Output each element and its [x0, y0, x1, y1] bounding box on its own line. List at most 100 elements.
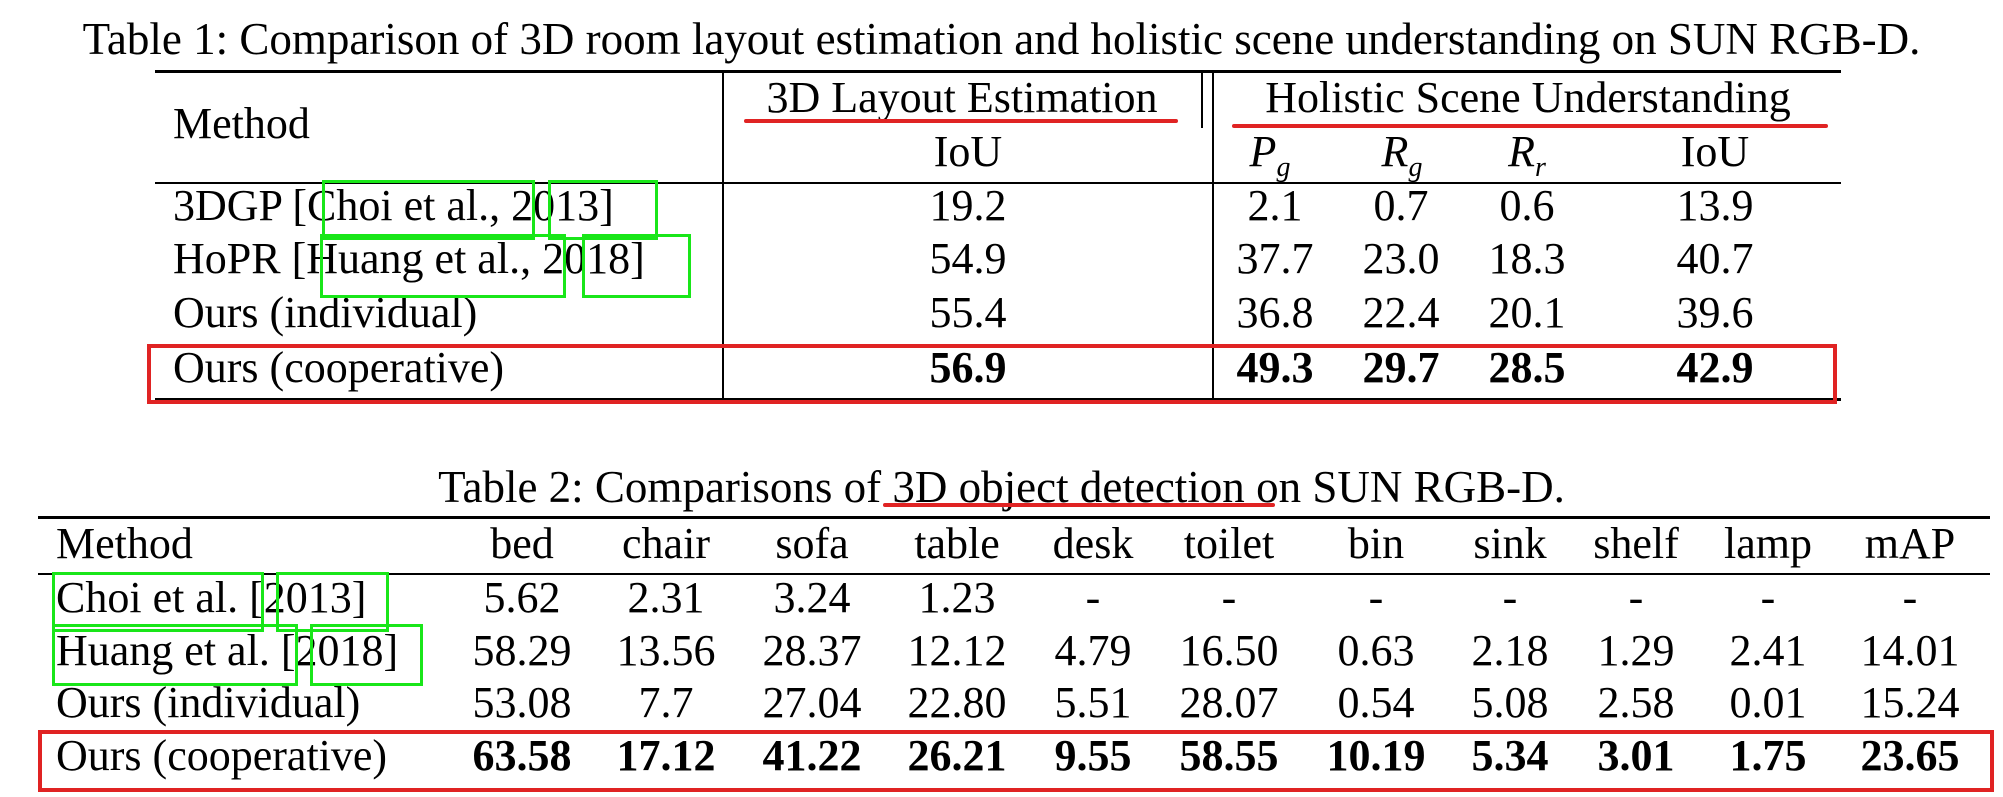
table2-cell-chair: 17.12: [616, 731, 716, 780]
table1-cell-iou-layout: 55.4: [929, 288, 1007, 337]
table1-row-method: 3DGP [Choi et al., 2013]: [173, 181, 614, 230]
table2-cell-bin: 10.19: [1326, 731, 1426, 780]
citation-link[interactable]: 2013: [511, 181, 600, 230]
citation-link[interactable]: Huang et al.: [306, 234, 521, 283]
table2-cell-toilet: -: [1221, 573, 1237, 622]
table1-cell-iou-layout: 54.9: [929, 234, 1007, 283]
table2-cell-sofa: 41.22: [762, 731, 862, 780]
table2-cell-bed: 5.62: [483, 573, 561, 622]
table2-header-bin: bin: [1347, 519, 1405, 568]
table1-cell-iou-holistic: 39.6: [1676, 288, 1754, 337]
table1-cell-rg: 0.7: [1373, 181, 1429, 230]
table1-cell-rg: 29.7: [1362, 343, 1440, 392]
table2-header-bed: bed: [490, 519, 554, 568]
table2-cell-shelf: -: [1628, 573, 1644, 622]
table1-header-method: Method: [173, 99, 310, 148]
table2-top-rule: [38, 516, 1990, 519]
table2-cell-toilet: 16.50: [1179, 626, 1279, 675]
table1-header-iou-holistic: IoU: [1680, 127, 1750, 176]
table2-cell-bed: 63.58: [472, 731, 572, 780]
table2-cell-map: 15.24: [1860, 678, 1960, 727]
table2-cell-lamp: 2.41: [1729, 626, 1807, 675]
table1-caption: Table 1: Comparison of 3D room layout es…: [82, 14, 1921, 64]
table2-header-rule: [38, 573, 1990, 575]
citation-highlight-box: [52, 624, 298, 686]
table2-cell-shelf: 1.29: [1597, 626, 1675, 675]
table2-cell-table: 22.80: [907, 678, 1007, 727]
table1-cell-pg: 2.1: [1247, 181, 1303, 230]
table1-cell-iou-holistic: 13.9: [1676, 181, 1754, 230]
table1-header-rr: Rr: [1508, 127, 1546, 183]
table2-cell-toilet: 58.55: [1179, 731, 1279, 780]
table1-cell-iou-layout: 19.2: [929, 181, 1007, 230]
table2-header-method: Method: [56, 519, 193, 568]
table1-cell-rr: 0.6: [1499, 181, 1555, 230]
table1-header-rule: [155, 182, 1841, 184]
table2-cell-bin: -: [1368, 573, 1384, 622]
table1-header-pg: Pg: [1249, 127, 1291, 183]
table1-cell-rr: 28.5: [1488, 343, 1566, 392]
best-result-highlight-box: [147, 344, 1837, 404]
table1-cell-rr: 18.3: [1488, 234, 1566, 283]
table1-cell-iou-holistic: 42.9: [1676, 343, 1754, 392]
table1-header-rg: Rg: [1381, 127, 1423, 183]
table2-header-shelf: shelf: [1593, 519, 1679, 568]
highlight-underline: [744, 119, 1178, 123]
table2-cell-sink: 5.34: [1471, 731, 1549, 780]
table1-top-rule: [155, 70, 1841, 73]
table2-cell-sink: 5.08: [1471, 678, 1549, 727]
table2-cell-sofa: 27.04: [762, 678, 862, 727]
table1-header-layout-group: 3D Layout Estimation: [766, 73, 1158, 122]
citation-highlight-box: [276, 572, 389, 632]
table2-header-table: table: [914, 519, 1000, 568]
citation-highlight-box: [52, 572, 264, 632]
table2-cell-bin: 0.54: [1337, 678, 1415, 727]
table2-header-toilet: toilet: [1183, 519, 1275, 568]
table1-cell-rr: 20.1: [1488, 288, 1566, 337]
table2-header-desk: desk: [1052, 519, 1134, 568]
table2-cell-table: 26.21: [907, 731, 1007, 780]
table2-cell-sofa: 28.37: [762, 626, 862, 675]
table1-group-divider: [1201, 72, 1203, 128]
table1-header-iou-layout: IoU: [933, 127, 1003, 176]
table2-header-chair: chair: [622, 519, 710, 568]
table2-cell-chair: 13.56: [616, 626, 716, 675]
table2-cell-shelf: 2.58: [1597, 678, 1675, 727]
table2-cell-desk: -: [1085, 573, 1101, 622]
table1-cell-rg: 23.0: [1362, 234, 1440, 283]
citation-link[interactable]: 2018: [542, 234, 631, 283]
table2-cell-toilet: 28.07: [1179, 678, 1279, 727]
table1-cell-pg: 49.3: [1236, 343, 1314, 392]
table2-cell-map: 23.65: [1860, 731, 1960, 780]
table1-col-divider-1: [722, 72, 724, 398]
table2-cell-shelf: 3.01: [1597, 731, 1675, 780]
table2-cell-desk: 9.55: [1054, 731, 1132, 780]
table2-cell-chair: 2.31: [627, 573, 705, 622]
table2-cell-table: 12.12: [907, 626, 1007, 675]
table2-header-sofa: sofa: [775, 519, 849, 568]
table2-cell-bin: 0.63: [1337, 626, 1415, 675]
citation-link[interactable]: Huang et al.: [56, 626, 270, 675]
citation-link[interactable]: Choi et al.: [307, 181, 490, 230]
table2-cell-lamp: 0.01: [1729, 678, 1807, 727]
citation-highlight-box: [320, 234, 566, 298]
table2-cell-bed: 53.08: [472, 678, 572, 727]
best-result-highlight-box: [38, 730, 1994, 792]
table2-cell-map: -: [1902, 573, 1918, 622]
citation-highlight-box: [310, 624, 423, 686]
table1-col-divider-2: [1212, 72, 1214, 398]
table2-header-map: mAP: [1864, 519, 1956, 568]
table2-header-sink: sink: [1473, 519, 1547, 568]
citation-link[interactable]: Choi et al.: [56, 573, 239, 622]
table2-row-method: Huang et al. [2018]: [56, 626, 399, 675]
citation-highlight-box: [582, 234, 691, 298]
table2-cell-desk: 4.79: [1054, 626, 1132, 675]
table2-cell-table: 1.23: [918, 573, 996, 622]
table1-cell-pg: 36.8: [1236, 288, 1314, 337]
table1-cell-rg: 22.4: [1362, 288, 1440, 337]
table2-cell-desk: 5.51: [1054, 678, 1132, 727]
table2-cell-lamp: -: [1760, 573, 1776, 622]
table2-cell-map: 14.01: [1860, 626, 1960, 675]
table2-row-method: Ours (cooperative): [56, 731, 388, 780]
table2-cell-sink: 2.18: [1471, 626, 1549, 675]
